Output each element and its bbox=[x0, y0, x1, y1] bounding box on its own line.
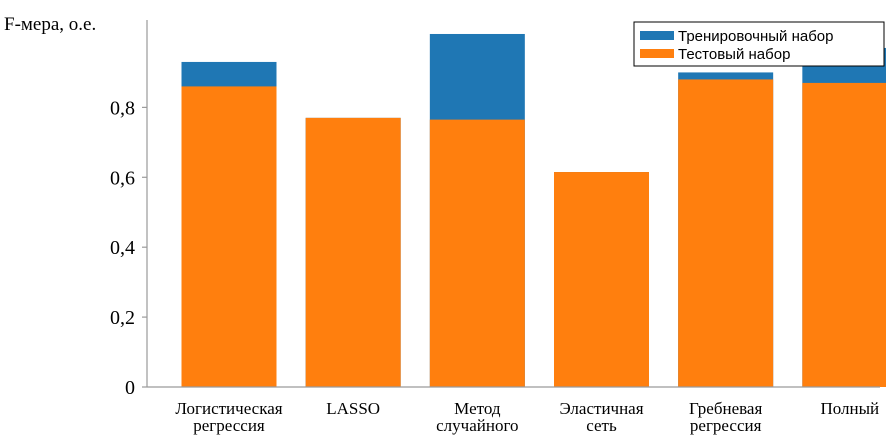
legend-swatch bbox=[640, 31, 674, 40]
bar-test bbox=[181, 86, 277, 388]
x-tick-label: Метод bbox=[454, 399, 501, 418]
y-axis-label: F-мера, о.е. bbox=[4, 14, 96, 35]
y-tick-label: 0 bbox=[125, 377, 135, 399]
legend-label: Тестовый набор bbox=[678, 46, 790, 63]
y-tick-label: 0,8 bbox=[110, 97, 135, 119]
bars-group bbox=[181, 33, 886, 388]
x-tick-label: Логистическая bbox=[175, 399, 282, 418]
bar-test bbox=[429, 119, 525, 387]
x-tick-label: случайного bbox=[436, 416, 518, 435]
legend-label: Тренировочный набор bbox=[678, 28, 834, 45]
x-tick-label: Гребневая bbox=[689, 399, 762, 418]
x-tick-label: регрессия bbox=[690, 416, 762, 435]
bar-test bbox=[554, 172, 649, 387]
x-tick-label: сеть bbox=[586, 416, 617, 435]
bar-test bbox=[678, 79, 774, 388]
x-tick-label: регрессия bbox=[193, 416, 265, 435]
bar-test bbox=[305, 117, 401, 387]
legend-box bbox=[633, 21, 885, 67]
x-tick-label: Эластичная bbox=[559, 399, 643, 418]
x-tick-label: Полный bbox=[821, 399, 880, 418]
y-tick-label: 0,2 bbox=[110, 307, 135, 329]
y-ticks-group: 0 0,2 0,4 0,6 0,8 bbox=[110, 97, 147, 399]
bar-test bbox=[802, 82, 886, 388]
legend-swatch bbox=[640, 49, 674, 58]
x-tick-label: LASSO bbox=[326, 399, 380, 418]
y-tick-label: 0,6 bbox=[110, 167, 135, 189]
y-tick-label: 0,4 bbox=[110, 237, 135, 259]
